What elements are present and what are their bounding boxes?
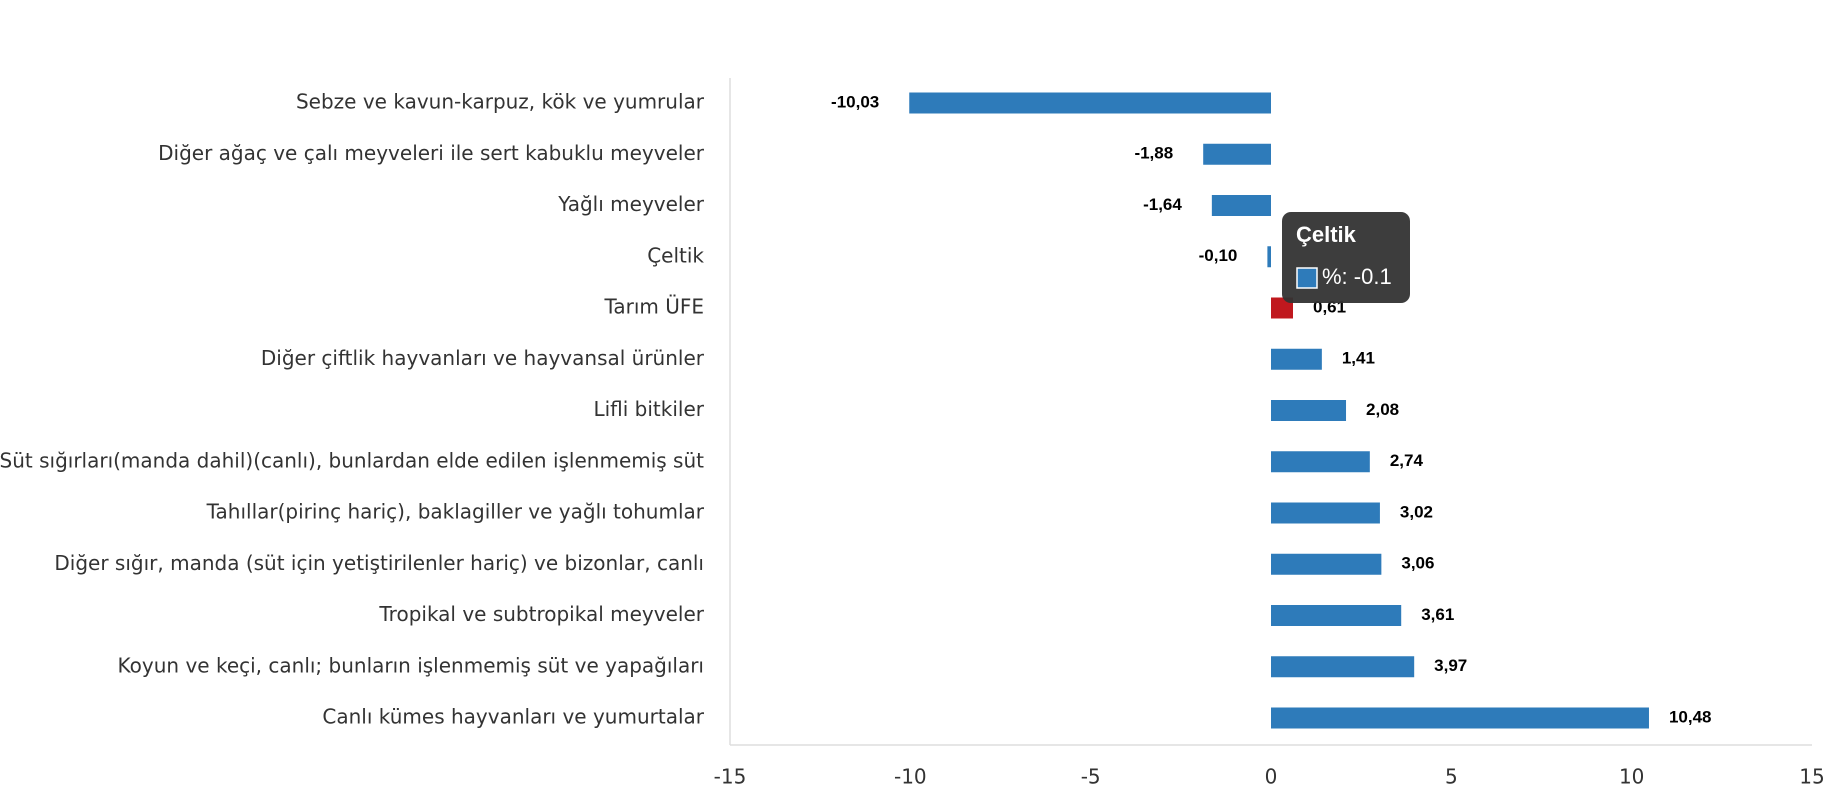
value-label: -1,88 bbox=[1134, 144, 1173, 163]
value-label: 1,41 bbox=[1342, 349, 1375, 368]
bar bbox=[1271, 297, 1294, 319]
bar bbox=[1267, 246, 1271, 268]
category-label: Diğer çiftlik hayvanları ve hayvansal ür… bbox=[261, 346, 705, 370]
bar bbox=[1271, 656, 1415, 678]
bar bbox=[1271, 348, 1322, 370]
bar bbox=[1211, 195, 1271, 216]
category-label: Tropikal ve subtropikal meyveler bbox=[378, 602, 704, 626]
category-label: Koyun ve keçi, canlı; bunların işlenmemi… bbox=[118, 653, 704, 677]
category-label: Canlı kümes hayvanları ve yumurtalar bbox=[322, 705, 704, 729]
bar bbox=[1271, 451, 1370, 473]
value-label: -10,03 bbox=[831, 92, 879, 111]
value-label: 3,97 bbox=[1434, 656, 1467, 675]
bar bbox=[909, 92, 1271, 114]
value-label: 10,48 bbox=[1669, 707, 1712, 726]
x-tick-label: 0 bbox=[1265, 765, 1278, 789]
tooltip-label: %: -0.1 bbox=[1322, 264, 1392, 289]
x-tick-label: -10 bbox=[894, 765, 927, 789]
x-tick-label: -15 bbox=[714, 765, 747, 789]
category-label: Yağlı meyveler bbox=[557, 192, 705, 216]
x-tick-label: 10 bbox=[1619, 765, 1644, 789]
value-label: 2,08 bbox=[1366, 400, 1399, 419]
value-label: -1,64 bbox=[1143, 195, 1182, 214]
tooltip-swatch bbox=[1296, 267, 1318, 289]
category-label: Diğer ağaç ve çalı meyveleri ile sert ka… bbox=[158, 141, 705, 165]
x-tick-label: 15 bbox=[1799, 765, 1824, 789]
bar bbox=[1203, 143, 1271, 165]
category-label: Tarım ÜFE bbox=[603, 295, 704, 319]
bar bbox=[1271, 400, 1347, 421]
value-label: 2,74 bbox=[1390, 451, 1424, 470]
x-tick-label: -5 bbox=[1081, 765, 1101, 789]
value-label: -0,10 bbox=[1199, 246, 1238, 265]
category-label: Diğer sığır, manda (süt için yetiştirile… bbox=[54, 551, 704, 575]
value-label: 3,61 bbox=[1421, 605, 1454, 624]
bar bbox=[1271, 707, 1649, 729]
value-label: 3,06 bbox=[1401, 554, 1434, 573]
bar bbox=[1271, 605, 1402, 626]
category-label: Çeltik bbox=[647, 243, 704, 267]
category-label: Tahıllar(pirinç hariç), baklagiller ve y… bbox=[206, 500, 705, 524]
value-label: 3,02 bbox=[1400, 502, 1433, 521]
bar bbox=[1271, 553, 1382, 575]
tooltip-title: Çeltik bbox=[1296, 222, 1357, 247]
bar bbox=[1271, 502, 1380, 524]
category-label: Lifli bitkiler bbox=[593, 397, 704, 421]
x-tick-label: 5 bbox=[1445, 765, 1458, 789]
category-label: Sebze ve kavun-karpuz, kök ve yumrular bbox=[296, 90, 705, 114]
category-label: Süt sığırları(manda dahil)(canlı), bunla… bbox=[0, 448, 704, 472]
